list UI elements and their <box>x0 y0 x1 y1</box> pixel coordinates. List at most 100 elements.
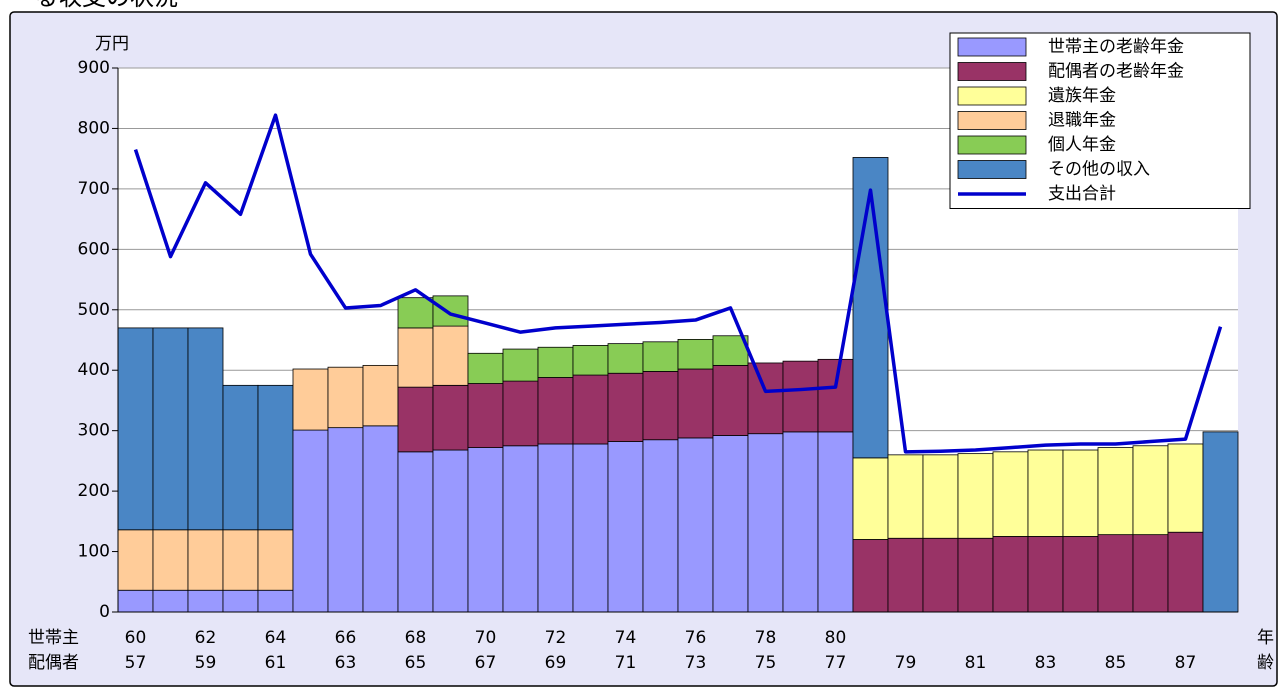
bar-segment <box>887 454 924 539</box>
x-tick-label: 60 <box>125 628 147 648</box>
x-tick-label: 70 <box>475 628 497 648</box>
chart-title: る収支の状況 <box>34 0 178 11</box>
bar-segment <box>992 536 1029 613</box>
x-tick-label: 62 <box>195 628 217 648</box>
bar-segment <box>642 341 679 372</box>
bar-segment <box>607 343 644 374</box>
legend-swatch <box>957 135 1027 155</box>
y-tick-label: 200 <box>78 481 110 501</box>
x-axis-label: 齢 <box>1257 653 1274 673</box>
y-tick-label: 700 <box>78 179 110 199</box>
legend-label: 支出合計 <box>1048 184 1116 204</box>
x-tick-label: 72 <box>545 628 567 648</box>
bar-segment <box>887 537 924 613</box>
bar-segment <box>1167 531 1204 613</box>
bar-segment <box>1202 431 1239 613</box>
legend-swatch <box>957 37 1027 57</box>
x-tick-label: 59 <box>195 653 217 673</box>
bar-segment <box>537 443 574 613</box>
bar-segment <box>222 589 259 613</box>
bar-segment <box>1027 449 1064 537</box>
bar-segment <box>257 589 294 613</box>
x-tick-label: 71 <box>615 653 637 673</box>
bar-segment <box>152 529 189 591</box>
bar-segment <box>922 537 959 613</box>
bar-segment <box>712 435 749 613</box>
legend-swatch <box>957 111 1027 130</box>
bar-segment <box>467 447 504 613</box>
bar-segment <box>117 589 154 613</box>
bar-segment <box>467 352 504 384</box>
bar-segment <box>327 366 364 429</box>
legend-label: 個人年金 <box>1048 135 1116 155</box>
bar-segment <box>397 386 434 453</box>
bar-segment <box>992 451 1029 537</box>
bar-segment <box>537 377 574 445</box>
y-axis-label: 万円 <box>95 34 129 54</box>
x-tick-label: 69 <box>545 653 567 673</box>
y-tick-label: 900 <box>78 58 110 78</box>
bar-segment <box>817 358 854 433</box>
x-tick-label: 64 <box>265 628 287 648</box>
bar-segment <box>1132 534 1169 613</box>
y-tick-label: 500 <box>78 300 110 320</box>
legend-label: 配偶者の老齢年金 <box>1048 62 1184 82</box>
bar-segment <box>1097 534 1134 613</box>
bar-segment <box>292 429 329 613</box>
bar-segment <box>607 372 644 442</box>
legend-label: 遺族年金 <box>1048 86 1116 106</box>
x-row-label: 配偶者 <box>28 653 79 673</box>
x-tick-label: 67 <box>475 653 497 673</box>
bar-segment <box>677 368 714 439</box>
bar-segment <box>782 431 819 613</box>
x-tick-label: 87 <box>1175 653 1197 673</box>
bar-segment <box>257 529 294 591</box>
x-tick-label: 63 <box>335 653 357 673</box>
bar-segment <box>397 327 434 388</box>
bar-segment <box>1097 447 1134 536</box>
legend-label: 世帯主の老齢年金 <box>1048 37 1184 57</box>
x-tick-label: 73 <box>685 653 707 673</box>
bar-segment <box>782 360 819 433</box>
bar-segment <box>712 335 749 366</box>
bar-segment <box>187 327 224 531</box>
bar-segment <box>852 539 889 613</box>
bar-segment <box>537 346 574 378</box>
bar-segment <box>222 529 259 591</box>
y-tick-label: 0 <box>99 602 110 622</box>
bar-segment <box>572 345 609 376</box>
bar-segment <box>1027 536 1064 613</box>
bar-segment <box>397 451 434 613</box>
bar-segment <box>257 384 294 531</box>
x-tick-label: 83 <box>1035 653 1057 673</box>
bar-segment <box>1062 449 1099 537</box>
bar-segment <box>852 157 889 459</box>
bar-segment <box>747 433 784 613</box>
bar-segment <box>677 437 714 613</box>
bar-segment <box>957 453 994 539</box>
x-tick-label: 61 <box>265 653 287 673</box>
bar-segment <box>852 457 889 540</box>
x-tick-label: 65 <box>405 653 427 673</box>
bar-segment <box>712 364 749 436</box>
bar-segment <box>747 362 784 435</box>
bar-segment <box>397 297 434 329</box>
x-tick-label: 85 <box>1105 653 1127 673</box>
y-tick-label: 100 <box>78 542 110 562</box>
bar-segment <box>817 431 854 613</box>
bar-segment <box>187 529 224 591</box>
bar-segment <box>1062 536 1099 613</box>
x-tick-label: 68 <box>405 628 427 648</box>
bar-segment <box>572 374 609 445</box>
x-row-label: 世帯主 <box>28 628 79 648</box>
bar-segment <box>572 443 609 613</box>
bar-segment <box>467 383 504 448</box>
x-tick-label: 75 <box>755 653 777 673</box>
bar-segment <box>187 589 224 613</box>
bar-segment <box>1167 443 1204 533</box>
bar-segment <box>152 327 189 531</box>
x-tick-label: 74 <box>615 628 637 648</box>
bar-segment <box>432 449 469 613</box>
bar-segment <box>327 427 364 613</box>
